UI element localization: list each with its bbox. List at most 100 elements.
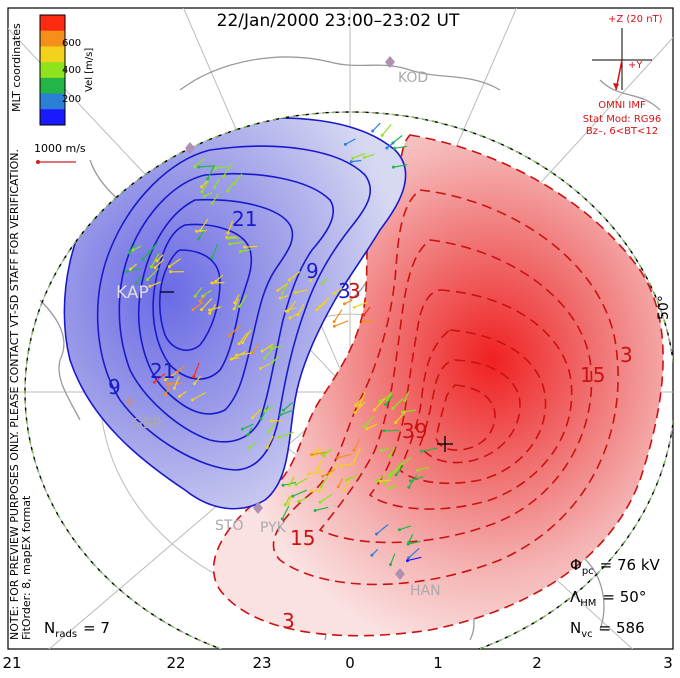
- vector-origin-dot: [345, 478, 348, 481]
- colorbar-tick: 400: [62, 65, 81, 76]
- vector-origin-dot: [173, 387, 176, 390]
- vector-origin-dot: [373, 409, 376, 412]
- vector-origin-dot: [388, 487, 391, 490]
- vector-origin-dot: [385, 147, 388, 150]
- vector-origin-dot: [129, 268, 132, 271]
- vector-origin-dot: [214, 280, 217, 283]
- vector-origin-dot: [310, 490, 313, 493]
- vector-origin-dot: [241, 341, 244, 344]
- vector-origin-dot: [141, 258, 144, 261]
- vector-origin-dot: [154, 266, 157, 269]
- contour-label: 15: [290, 526, 315, 550]
- contour-label: 3: [620, 343, 633, 367]
- vector-origin-dot: [375, 533, 378, 536]
- vector-origin-dot: [362, 313, 365, 316]
- vector-origin-dot: [243, 246, 246, 249]
- vector-origin-dot: [398, 528, 401, 531]
- vector-origin-dot: [398, 465, 401, 468]
- vector-origin-dot: [291, 495, 294, 498]
- vector-origin-dot: [371, 130, 374, 133]
- vector-origin-dot: [238, 305, 241, 308]
- vector-origin-dot: [383, 482, 386, 485]
- vector-origin-dot: [239, 250, 242, 253]
- contour-label: 21: [232, 207, 257, 231]
- vector-origin-dot: [228, 243, 231, 246]
- vector-origin-dot: [211, 256, 214, 259]
- vector-origin-dot: [395, 473, 398, 476]
- vector-origin-dot: [287, 502, 290, 505]
- vector-origin-dot: [233, 307, 236, 310]
- station-sto: STO: [215, 518, 243, 534]
- vector-origin-dot: [285, 310, 288, 313]
- vector-origin-dot: [264, 410, 267, 413]
- vector-origin-dot: [150, 265, 153, 268]
- vector-origin-dot: [353, 306, 356, 309]
- vector-origin-dot: [297, 500, 300, 503]
- vector-origin-dot: [191, 399, 194, 402]
- imf-condition: Bz–, 6<BT<12: [586, 126, 658, 137]
- contour-label: 15: [580, 363, 605, 387]
- mlt-tick: 2: [532, 654, 542, 672]
- station-kap: KAP: [116, 283, 149, 303]
- vector-origin-dot: [371, 554, 374, 557]
- mlt-tick: 3: [663, 654, 673, 672]
- colorbar-band: [40, 109, 65, 125]
- vector-count: Nvc= 586: [570, 619, 645, 640]
- contour-label: 3: [348, 279, 361, 303]
- imf-z-label: +Z (20 nT): [608, 14, 663, 25]
- vector-origin-dot: [233, 182, 236, 185]
- vector-origin-dot: [281, 292, 284, 295]
- vector-origin-dot: [353, 459, 356, 462]
- mlt-axis: 21 22 23 0 1 2 3: [2, 654, 672, 672]
- contour-label: 9: [108, 375, 121, 399]
- vector-origin-dot: [261, 350, 264, 353]
- vector-origin-dot: [276, 289, 279, 292]
- vector-origin-dot: [354, 411, 357, 414]
- vector-origin-dot: [200, 190, 203, 193]
- colorbar-tick: 200: [62, 94, 81, 105]
- vector-origin-dot: [230, 358, 233, 361]
- vector-origin-dot: [247, 447, 250, 450]
- map-title: 22/Jan/2000 23:00–23:02 UT: [217, 11, 460, 31]
- velocity-vector: [245, 246, 258, 247]
- vector-origin-dot: [199, 229, 202, 232]
- vector-origin-dot: [178, 395, 181, 398]
- vector-origin-dot: [420, 450, 423, 453]
- vector-origin-dot: [270, 419, 273, 422]
- colorbar-band: [40, 78, 65, 94]
- vector-origin-dot: [226, 232, 229, 235]
- vector-origin-dot: [392, 166, 395, 169]
- vector-origin-dot: [146, 278, 149, 281]
- vector-origin-dot: [337, 485, 340, 488]
- vector-origin-dot: [362, 426, 365, 429]
- contour-label: 39: [402, 419, 427, 443]
- vector-origin-dot: [288, 483, 291, 486]
- vector-origin-dot: [344, 143, 347, 146]
- station-pyk: PYK: [260, 520, 287, 536]
- vector-origin-dot: [336, 456, 339, 459]
- vector-origin-dot: [321, 282, 324, 285]
- vector-origin-dot: [282, 409, 285, 412]
- vector-origin-dot: [148, 285, 151, 288]
- vector-origin-dot: [168, 265, 171, 268]
- vector-origin-dot: [406, 559, 409, 562]
- latitude-label: 50°: [656, 295, 672, 320]
- mlt-tick: 1: [433, 654, 443, 672]
- vector-origin-dot: [380, 449, 383, 452]
- vector-origin-dot: [403, 399, 406, 402]
- station-kod: KOD: [398, 70, 428, 86]
- imf-model: Stat Mod: RG96: [583, 114, 662, 125]
- vector-origin-dot: [251, 416, 254, 419]
- vector-origin-dot: [267, 430, 270, 433]
- vector-origin-dot: [125, 270, 128, 273]
- vector-origin-dot: [284, 503, 287, 506]
- vector-origin-dot: [164, 393, 167, 396]
- vector-origin-dot: [193, 382, 196, 385]
- vector-origin-dot: [366, 427, 369, 430]
- vector-origin-dot: [192, 375, 195, 378]
- vector-origin-dot: [409, 479, 412, 482]
- vector-origin-dot: [266, 446, 269, 449]
- vector-origin-dot: [310, 453, 313, 456]
- vector-origin-dot: [407, 543, 410, 546]
- vector-origin-dot: [316, 468, 319, 471]
